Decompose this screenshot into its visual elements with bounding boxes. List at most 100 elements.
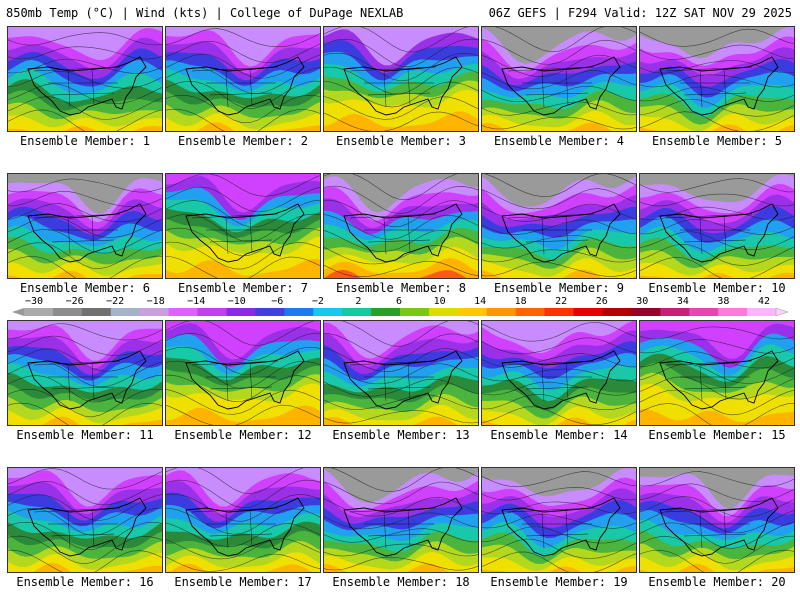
height-contour: [166, 80, 320, 110]
colorbar-segment: [197, 308, 227, 316]
height-contour: [8, 348, 162, 372]
ensemble-member-label: Ensemble Member: 6: [7, 281, 163, 295]
member-number: 11: [139, 428, 154, 442]
height-contour: [482, 116, 636, 130]
colorbar-tick-label: −10: [227, 296, 246, 307]
height-contour: [166, 538, 320, 560]
height-contour: [640, 86, 794, 102]
member-number: 6: [142, 281, 151, 295]
temperature-map: [324, 27, 478, 131]
temperature-map: [166, 27, 320, 131]
member-number: 5: [774, 134, 783, 148]
ensemble-member-label: Ensemble Member: 18: [323, 575, 479, 589]
member-number: 8: [458, 281, 467, 295]
ensemble-member-label: Ensemble Member: 10: [639, 281, 795, 295]
colorbar-segment: [457, 308, 488, 316]
member-label-prefix: Ensemble Member:: [16, 428, 140, 442]
height-contour: [166, 186, 320, 213]
height-contour: [324, 260, 478, 278]
colorbar-segment: [428, 308, 459, 316]
ensemble-map-panel: [165, 26, 321, 132]
height-contour: [640, 471, 794, 487]
colorbar-tick-label: −14: [187, 296, 206, 307]
colorbar-tick-label: 42: [757, 296, 771, 307]
ensemble-member-label: Ensemble Member: 14: [481, 428, 637, 442]
temperature-band: [8, 27, 162, 60]
height-contour: [482, 249, 636, 263]
height-contour: [640, 402, 794, 425]
height-contour: [324, 363, 478, 385]
colorbar-segment: [139, 308, 170, 316]
height-contour: [640, 376, 794, 400]
ensemble-map-panel: [481, 26, 637, 132]
ensemble-map-panel: [481, 320, 637, 426]
colorbar-tick-label: 18: [514, 296, 527, 307]
member-label-prefix: Ensemble Member:: [490, 428, 614, 442]
height-contour: [482, 551, 636, 572]
ensemble-member-label: Ensemble Member: 20: [639, 575, 795, 589]
temperature-band: [166, 27, 320, 67]
ensemble-member-label: Ensemble Member: 2: [165, 134, 321, 148]
colorbar-right-arrow: [775, 307, 789, 317]
height-contour: [166, 374, 320, 403]
member-label-prefix: Ensemble Member:: [648, 575, 772, 589]
colorbar-segment: [660, 308, 690, 316]
height-contour: [8, 323, 162, 341]
ensemble-map-panel: [639, 26, 795, 132]
colorbar-segment: [81, 308, 112, 316]
height-contour: [166, 227, 320, 257]
member-label-prefix: Ensemble Member:: [490, 575, 614, 589]
height-contour: [324, 347, 478, 372]
state-borders: [349, 360, 437, 402]
ensemble-map-panel: [165, 467, 321, 573]
ensemble-member-label: Ensemble Member: 13: [323, 428, 479, 442]
height-contour: [166, 199, 320, 228]
colorbar-segment: [747, 308, 777, 316]
temperature-band: [640, 174, 794, 203]
temperature-band: [482, 27, 636, 64]
ensemble-member-label: Ensemble Member: 11: [7, 428, 163, 442]
height-contour: [482, 188, 636, 210]
height-contour: [482, 406, 636, 425]
temperature-band: [324, 27, 478, 66]
temperature-map: [640, 468, 794, 572]
height-contour: [8, 32, 162, 46]
height-contour: [8, 388, 162, 418]
height-contour: [482, 203, 636, 222]
height-contour: [166, 94, 320, 124]
height-contour: [8, 178, 162, 193]
height-contour: [640, 243, 794, 266]
height-contour: [482, 101, 636, 116]
colorbar-segment: [515, 308, 546, 316]
height-contour: [8, 535, 162, 565]
height-contour: [8, 83, 162, 105]
ensemble-map-panel: [7, 467, 163, 573]
height-contour: [482, 54, 636, 77]
colorbar-tick-label: 30: [636, 296, 649, 307]
state-borders: [191, 360, 279, 402]
height-contour: [640, 178, 794, 193]
state-borders: [507, 360, 595, 402]
height-contour: [324, 481, 478, 505]
colorbar-tick-label: −30: [24, 296, 44, 307]
state-borders: [507, 213, 595, 255]
height-contour: [324, 528, 478, 543]
member-number: 18: [455, 575, 470, 589]
temperature-band: [324, 174, 478, 213]
state-borders: [349, 66, 437, 108]
height-contour: [482, 337, 636, 355]
height-contour: [330, 468, 478, 493]
height-contour: [166, 241, 320, 270]
member-label-prefix: Ensemble Member:: [177, 281, 301, 295]
height-contour: [166, 389, 320, 415]
temperature-band: [640, 321, 794, 359]
height-contour: [166, 346, 320, 376]
height-contour: [8, 70, 162, 89]
colorbar-segment: [284, 308, 314, 316]
temperature-map: [166, 468, 320, 572]
height-contour: [482, 85, 636, 103]
temperature-map: [640, 321, 794, 425]
member-number: 16: [139, 575, 154, 589]
member-label-prefix: Ensemble Member:: [174, 575, 298, 589]
height-contour: [482, 368, 636, 382]
